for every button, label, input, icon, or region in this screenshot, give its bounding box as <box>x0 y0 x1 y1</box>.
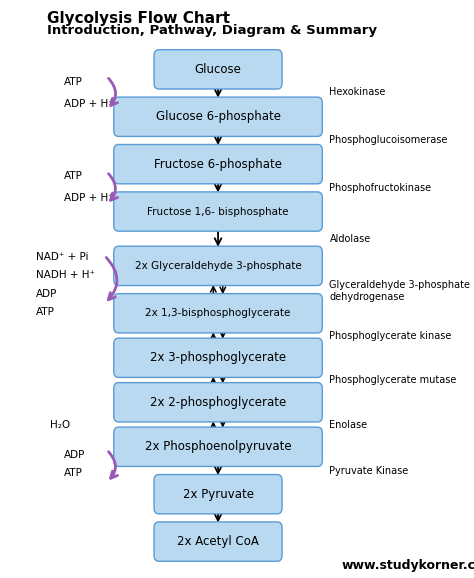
Text: NADH + H⁺: NADH + H⁺ <box>36 270 94 280</box>
FancyBboxPatch shape <box>114 246 322 286</box>
Text: Glyceraldehyde 3-phosphate
dehydrogenase: Glyceraldehyde 3-phosphate dehydrogenase <box>329 280 470 302</box>
FancyBboxPatch shape <box>114 97 322 136</box>
Text: ADP + H⁺: ADP + H⁺ <box>64 193 114 203</box>
FancyBboxPatch shape <box>114 338 322 377</box>
FancyBboxPatch shape <box>114 294 322 333</box>
Text: ADP + H⁺: ADP + H⁺ <box>64 99 114 109</box>
Text: Phosphoglycerate kinase: Phosphoglycerate kinase <box>329 331 452 341</box>
Text: Fructose 6-phosphate: Fructose 6-phosphate <box>154 158 282 171</box>
Text: 2x 1,3-bisphosphoglycerate: 2x 1,3-bisphosphoglycerate <box>146 308 291 318</box>
Text: www.studykorner.com: www.studykorner.com <box>341 559 474 572</box>
Text: Aldolase: Aldolase <box>329 234 371 244</box>
Text: 2x Pyruvate: 2x Pyruvate <box>182 488 254 501</box>
Text: Pyruvate Kinase: Pyruvate Kinase <box>329 466 409 476</box>
Text: ADP: ADP <box>36 288 57 299</box>
Text: 2x Glyceraldehyde 3-phosphate: 2x Glyceraldehyde 3-phosphate <box>135 261 301 271</box>
FancyBboxPatch shape <box>114 427 322 466</box>
Text: Hexokinase: Hexokinase <box>329 87 386 98</box>
Text: ADP: ADP <box>64 450 85 460</box>
Text: ATP: ATP <box>64 468 83 479</box>
Text: NAD⁺ + Pi: NAD⁺ + Pi <box>36 251 88 262</box>
Text: Introduction, Pathway, Diagram & Summary: Introduction, Pathway, Diagram & Summary <box>47 24 377 36</box>
Text: Glycolysis Flow Chart: Glycolysis Flow Chart <box>47 11 230 26</box>
Text: 2x Phosphoenolpyruvate: 2x Phosphoenolpyruvate <box>145 440 292 453</box>
FancyBboxPatch shape <box>114 144 322 184</box>
Text: Phosphoglucoisomerase: Phosphoglucoisomerase <box>329 135 448 146</box>
Text: Enolase: Enolase <box>329 420 367 430</box>
Text: H₂O: H₂O <box>50 420 70 430</box>
FancyBboxPatch shape <box>114 383 322 422</box>
FancyBboxPatch shape <box>154 50 282 89</box>
Text: Phosphofructokinase: Phosphofructokinase <box>329 183 431 193</box>
Text: Fructose 1,6- bisphosphate: Fructose 1,6- bisphosphate <box>147 206 289 217</box>
Text: ATP: ATP <box>64 171 83 181</box>
Text: Glucose 6-phosphate: Glucose 6-phosphate <box>155 110 281 123</box>
Text: Phosphoglycerate mutase: Phosphoglycerate mutase <box>329 375 457 386</box>
Text: 2x 3-phosphoglycerate: 2x 3-phosphoglycerate <box>150 351 286 364</box>
FancyBboxPatch shape <box>154 522 282 561</box>
Text: ATP: ATP <box>36 307 55 317</box>
Text: 2x 2-phosphoglycerate: 2x 2-phosphoglycerate <box>150 396 286 409</box>
Text: ATP: ATP <box>64 77 83 87</box>
FancyBboxPatch shape <box>154 475 282 514</box>
FancyBboxPatch shape <box>114 192 322 231</box>
Text: 2x Acetyl CoA: 2x Acetyl CoA <box>177 535 259 548</box>
Text: Glucose: Glucose <box>195 63 241 76</box>
